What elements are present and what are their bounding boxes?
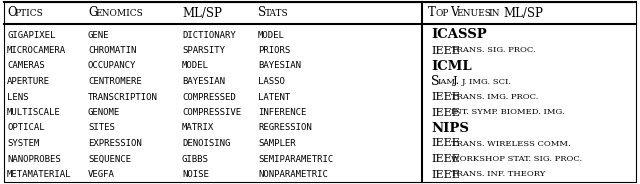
- Text: CENTROMERE: CENTROMERE: [88, 77, 141, 86]
- Text: OPTICAL: OPTICAL: [7, 123, 45, 132]
- Text: DICTIONARY: DICTIONARY: [182, 31, 236, 40]
- Text: ICASSP: ICASSP: [431, 29, 487, 42]
- Text: INT. SYMP. BIOMED. IMG.: INT. SYMP. BIOMED. IMG.: [451, 109, 564, 116]
- Text: SEQUENCE: SEQUENCE: [88, 155, 131, 164]
- Text: REGRESSION: REGRESSION: [258, 123, 312, 132]
- Text: NONPARAMETRIC: NONPARAMETRIC: [258, 170, 328, 179]
- Text: IEEE: IEEE: [431, 139, 460, 148]
- Text: GIGAPIXEL: GIGAPIXEL: [7, 31, 56, 40]
- Text: OCCUPANCY: OCCUPANCY: [88, 61, 136, 70]
- Text: SITES: SITES: [88, 123, 115, 132]
- Text: GENE: GENE: [88, 31, 109, 40]
- Text: O: O: [7, 6, 17, 20]
- Text: TRANS. INF. THEORY: TRANS. INF. THEORY: [451, 171, 545, 178]
- Text: ENUES: ENUES: [456, 8, 491, 17]
- Text: IAM: IAM: [438, 77, 456, 86]
- Text: SEMIPARAMETRIC: SEMIPARAMETRIC: [258, 155, 333, 164]
- Text: OP: OP: [435, 8, 449, 17]
- Text: IN: IN: [488, 8, 499, 17]
- Text: PRIORS: PRIORS: [258, 46, 291, 55]
- Text: GENOME: GENOME: [88, 108, 120, 117]
- Text: ML/SP: ML/SP: [503, 6, 543, 20]
- Text: LATENT: LATENT: [258, 93, 291, 102]
- Text: TRANS. WIRELESS COMM.: TRANS. WIRELESS COMM.: [451, 139, 571, 148]
- Text: IEEE: IEEE: [431, 107, 460, 118]
- Text: S: S: [431, 75, 440, 88]
- Text: ICML: ICML: [431, 59, 472, 72]
- Text: LASSO: LASSO: [258, 77, 285, 86]
- Text: S: S: [258, 6, 266, 20]
- Text: PTICS: PTICS: [14, 8, 43, 17]
- Text: IEEE: IEEE: [431, 92, 460, 102]
- Text: TRANSCRIPTION: TRANSCRIPTION: [88, 93, 158, 102]
- Text: TATS: TATS: [265, 8, 289, 17]
- Text: IEEE: IEEE: [431, 154, 460, 164]
- Text: MODEL: MODEL: [182, 61, 209, 70]
- Text: SAMPLER: SAMPLER: [258, 139, 296, 148]
- Text: WORKSHOP STAT. SIG. PROC.: WORKSHOP STAT. SIG. PROC.: [451, 155, 582, 163]
- Text: BAYESIAN: BAYESIAN: [182, 77, 225, 86]
- Text: IEEE: IEEE: [431, 45, 460, 56]
- Text: ML/SP: ML/SP: [182, 6, 222, 20]
- Text: MICROCAMERA: MICROCAMERA: [7, 46, 66, 55]
- Text: LENS: LENS: [7, 93, 29, 102]
- Text: V: V: [450, 6, 458, 20]
- Text: CHROMATIN: CHROMATIN: [88, 46, 136, 55]
- Text: MATRIX: MATRIX: [182, 123, 214, 132]
- Text: NANOPROBES: NANOPROBES: [7, 155, 61, 164]
- Text: CAMERAS: CAMERAS: [7, 61, 45, 70]
- Text: METAMATERIAL: METAMATERIAL: [7, 170, 72, 179]
- Text: SYSTEM: SYSTEM: [7, 139, 39, 148]
- Text: TRANS. SIG. PROC.: TRANS. SIG. PROC.: [451, 47, 536, 54]
- Text: MULTISCALE: MULTISCALE: [7, 108, 61, 117]
- Text: INFERENCE: INFERENCE: [258, 108, 307, 117]
- Text: ENOMICS: ENOMICS: [95, 8, 143, 17]
- Text: J.: J.: [453, 77, 460, 86]
- Text: J. IMG. SCI.: J. IMG. SCI.: [462, 77, 512, 86]
- Text: DENOISING: DENOISING: [182, 139, 230, 148]
- Text: T: T: [428, 6, 436, 20]
- Text: MODEL: MODEL: [258, 31, 285, 40]
- Text: COMPRESSIVE: COMPRESSIVE: [182, 108, 241, 117]
- Text: IEEE: IEEE: [431, 169, 460, 180]
- Text: APERTURE: APERTURE: [7, 77, 50, 86]
- Text: COMPRESSED: COMPRESSED: [182, 93, 236, 102]
- Text: NOISE: NOISE: [182, 170, 209, 179]
- Text: SPARSITY: SPARSITY: [182, 46, 225, 55]
- Text: TRANS. IMG. PROC.: TRANS. IMG. PROC.: [451, 93, 538, 101]
- Text: VEGFA: VEGFA: [88, 170, 115, 179]
- Text: BAYESIAN: BAYESIAN: [258, 61, 301, 70]
- Text: EXPRESSION: EXPRESSION: [88, 139, 141, 148]
- Text: NIPS: NIPS: [431, 121, 469, 135]
- Text: GIBBS: GIBBS: [182, 155, 209, 164]
- Text: G: G: [88, 6, 97, 20]
